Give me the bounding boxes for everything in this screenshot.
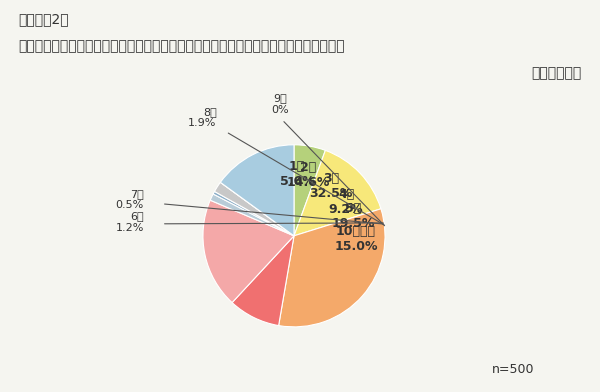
Text: 9件
0%: 9件 0% xyxy=(272,93,289,114)
Wedge shape xyxy=(214,182,294,236)
Wedge shape xyxy=(213,191,294,236)
Wedge shape xyxy=(203,200,294,303)
Wedge shape xyxy=(210,194,294,236)
Text: 6件
1.2%: 6件 1.2% xyxy=(115,211,144,233)
Text: 2件
14.6%: 2件 14.6% xyxy=(286,162,329,189)
Text: 8件
1.9%: 8件 1.9% xyxy=(188,107,217,128)
Text: 10件以上
15.0%: 10件以上 15.0% xyxy=(334,225,377,252)
Wedge shape xyxy=(232,236,294,326)
Text: 3件
32.5%: 3件 32.5% xyxy=(309,172,352,200)
Text: 【グラフ2】: 【グラフ2】 xyxy=(18,12,68,26)
Wedge shape xyxy=(220,182,294,236)
Text: n=500: n=500 xyxy=(492,363,535,376)
Text: 賃貸物件を探す際に、物件検索用のアプリやサイトをいくつくらいチェックしますか？: 賃貸物件を探す際に、物件検索用のアプリやサイトをいくつくらいチェックしますか？ xyxy=(18,39,344,53)
Text: （単一回答）: （単一回答） xyxy=(532,67,582,81)
Wedge shape xyxy=(220,145,294,236)
Text: 5件
19.5%: 5件 19.5% xyxy=(331,202,374,230)
Text: 1件
5.6%: 1件 5.6% xyxy=(280,160,314,188)
Wedge shape xyxy=(278,209,385,327)
Wedge shape xyxy=(294,145,325,236)
Text: 7件
0.5%: 7件 0.5% xyxy=(116,189,144,210)
Text: 4件
9.2%: 4件 9.2% xyxy=(329,189,364,216)
Wedge shape xyxy=(294,151,381,236)
